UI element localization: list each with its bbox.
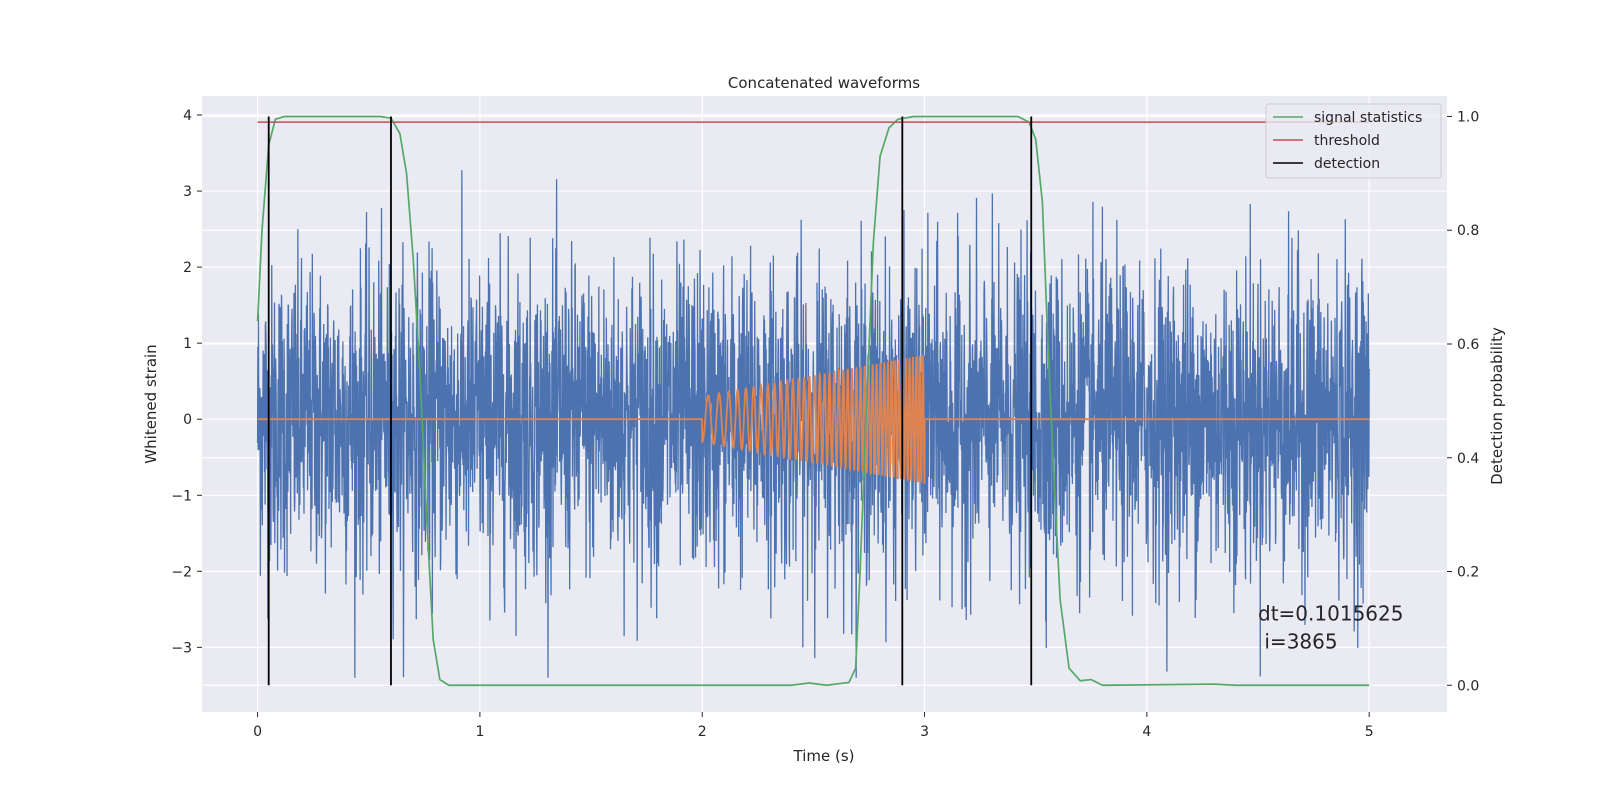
annotation-dt: dt=0.1015625: [1258, 602, 1403, 626]
series-noise: [256, 170, 1370, 678]
y-tick-label-left: −3: [171, 640, 192, 656]
signal-statistics-line: [256, 115, 1370, 687]
y-tick-label-right: 0.4: [1457, 451, 1479, 467]
x-tick-label: 3: [920, 724, 929, 740]
legend: signal statistics threshold detection: [1265, 103, 1442, 179]
y-ticks-right: 1.0 0.8 0.6 0.4 0.2 0.0: [1447, 109, 1479, 694]
x-tick-label: 4: [1142, 724, 1151, 740]
series-injected-signal: [257, 354, 1370, 484]
y-tick-label-left: 2: [183, 260, 192, 276]
legend-box: [1265, 103, 1442, 179]
legend-label-signal-statistics: signal statistics: [1314, 110, 1422, 126]
x-ticks: 0 1 2 3 4 5: [253, 712, 1374, 740]
y-tick-label-left: −1: [171, 488, 192, 504]
legend-label-threshold: threshold: [1314, 133, 1380, 149]
y-tick-label-left: 0: [183, 412, 192, 428]
series-detection: [267, 116, 1033, 686]
y-tick-label-left: −2: [171, 564, 192, 580]
annotation-index: i=3865: [1258, 630, 1338, 654]
y-axis-label-left: Whitened strain: [142, 344, 160, 463]
y-tick-label-right: 1.0: [1457, 109, 1479, 125]
y-tick-label-left: 3: [183, 184, 192, 200]
x-tick-label: 5: [1365, 724, 1374, 740]
y-tick-label-right: 0.8: [1457, 223, 1479, 239]
legend-label-detection: detection: [1314, 156, 1380, 172]
series-signal-statistics: [256, 115, 1370, 687]
y-tick-label-right: 0.0: [1457, 678, 1479, 694]
injected-signal-trace: [257, 354, 1370, 484]
chart-title: Concatenated waveforms: [728, 74, 920, 92]
x-tick-label: 2: [698, 724, 707, 740]
x-axis-label: Time (s): [793, 747, 855, 765]
y-tick-label-left: 1: [183, 336, 192, 352]
x-tick-label: 0: [253, 724, 262, 740]
x-tick-label: 1: [475, 724, 484, 740]
y-tick-label-right: 0.2: [1457, 565, 1479, 581]
series-layer: [256, 115, 1370, 687]
noise-trace: [256, 170, 1370, 678]
y-tick-label-left: 4: [183, 108, 192, 124]
y-axis-label-right: Detection probability: [1488, 327, 1506, 485]
annotation: dt=0.1015625 i=3865: [1258, 602, 1403, 654]
y-ticks-left: 4 3 2 1 0 −1 −2 −3: [171, 108, 202, 656]
y-tick-label-right: 0.6: [1457, 337, 1479, 353]
